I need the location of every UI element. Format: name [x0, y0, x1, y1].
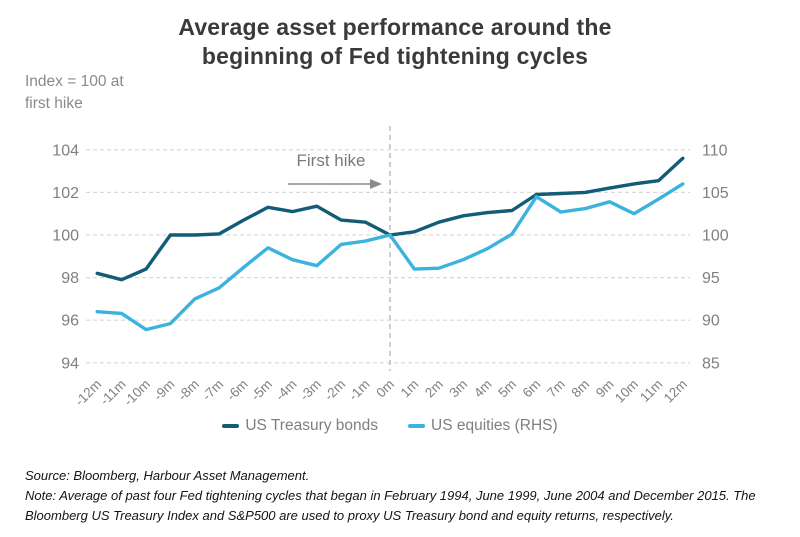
axis-unit-note-line2: first hike [25, 95, 83, 112]
left-axis-tick: 94 [61, 355, 79, 372]
first-hike-arrow [288, 179, 382, 189]
right-axis-tick: 100 [702, 228, 729, 245]
axis-unit-note-line1: Index = 100 at [25, 73, 124, 90]
equities-line-swatch-icon [408, 424, 426, 428]
x-axis-tick: 6m [520, 377, 544, 401]
chart-title-line2: beginning of Fed tightening cycles [201, 43, 589, 69]
chart-title: Average asset performance around the begi… [0, 13, 790, 71]
chart-title-line1: Average asset performance around the [178, 14, 612, 40]
x-axis-tick: 12m [661, 377, 690, 406]
legend-item-equities: US equities (RHS) [408, 417, 558, 435]
axis-unit-note: Index = 100 at first hike [25, 71, 124, 115]
x-axis-tick: 7m [544, 377, 568, 401]
x-axis-tick: 3m [446, 377, 470, 401]
chart-legend: US Treasury bonds US equities (RHS) [0, 417, 780, 435]
left-axis-tick: 100 [52, 228, 79, 245]
line-chart: 104102100989694110105100959085-12m-11m-1… [52, 126, 729, 409]
x-axis-tick: -12m [72, 377, 104, 409]
right-axis-tick: 105 [702, 185, 729, 202]
x-axis-tick: -10m [121, 377, 153, 409]
right-axis-tick: 110 [702, 142, 728, 159]
x-axis-tick: 0m [373, 377, 397, 401]
x-axis-tick: -8m [175, 377, 202, 404]
footnotes: Source: Bloomberg, Harbour Asset Managem… [25, 466, 780, 526]
left-axis-tick: 102 [52, 185, 79, 202]
x-axis-tick: -6m [224, 377, 251, 404]
x-axis-tick: -3m [297, 377, 324, 404]
legend-label-treasury-bonds: US Treasury bonds [245, 417, 379, 434]
x-axis-tick: 1m [398, 377, 422, 401]
right-axis-tick: 95 [702, 270, 720, 287]
source-note: Source: Bloomberg, Harbour Asset Managem… [25, 468, 310, 483]
treasury-line-swatch-icon [222, 424, 240, 428]
series-line-equities [95, 182, 685, 332]
legend-label-equities: US equities (RHS) [431, 417, 558, 434]
left-axis-tick: 98 [61, 270, 79, 287]
legend-item-treasury-bonds: US Treasury bonds [222, 417, 378, 435]
method-note: Note: Average of past four Fed tightenin… [25, 488, 756, 523]
gridlines [86, 126, 690, 371]
x-axis-tick: -7m [199, 377, 226, 404]
right-axis-tick: 85 [702, 355, 720, 372]
x-axis-tick: 11m [637, 377, 665, 405]
left-axis-tick: 96 [61, 313, 79, 330]
x-axis-tick: 10m [612, 377, 641, 406]
x-axis-tick: 5m [495, 377, 519, 401]
x-axis-tick: 4m [471, 377, 495, 401]
x-axis-tick: -11m [97, 377, 129, 409]
x-axis-tick: -5m [248, 377, 275, 404]
x-axis-tick: -4m [272, 377, 299, 404]
first-hike-annotation: First hike [296, 151, 366, 170]
x-axis-tick: -2m [321, 377, 348, 404]
left-axis-tick: 104 [52, 142, 79, 159]
right-axis-tick: 90 [702, 313, 720, 330]
x-axis-tick: -9m [150, 377, 177, 404]
data-series [95, 156, 685, 332]
x-axis-tick: -1m [346, 377, 373, 404]
x-axis-tick: 2m [422, 377, 446, 401]
x-axis-tick: 8m [568, 377, 592, 401]
